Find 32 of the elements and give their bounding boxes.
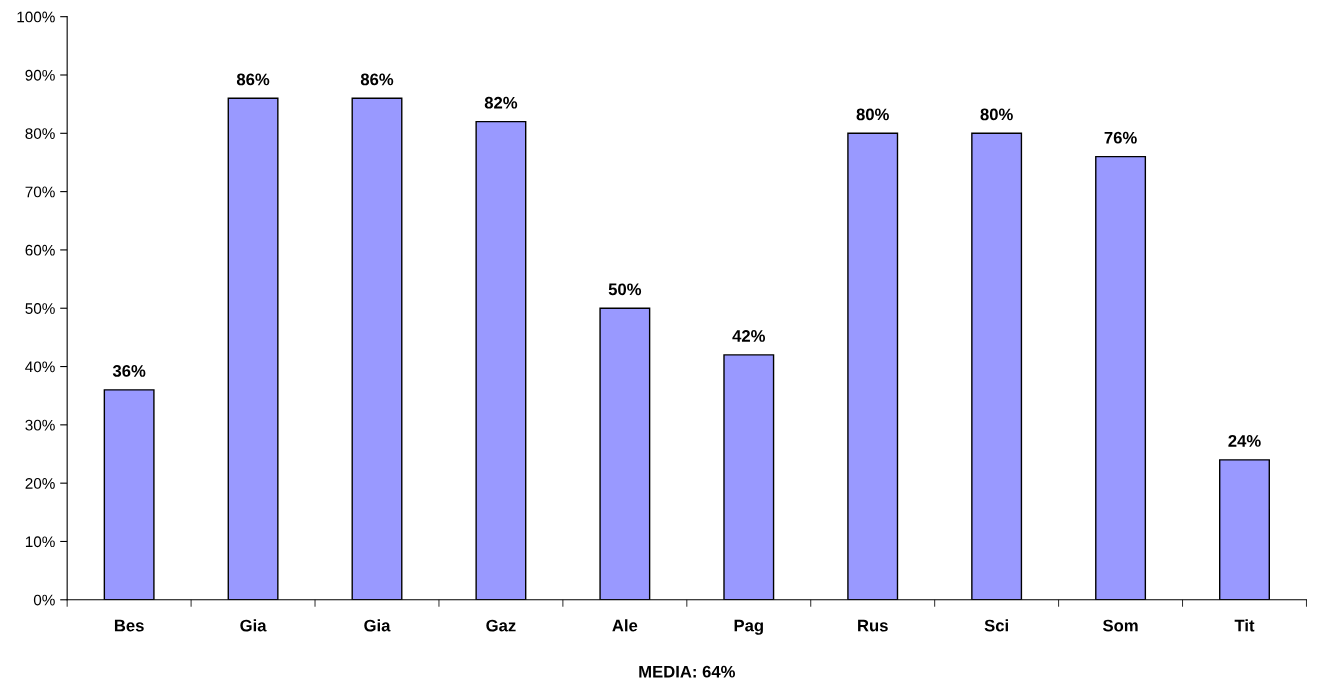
data-label: 50% [608, 283, 642, 296]
data-label: 86% [236, 73, 270, 86]
y-tick-label: 10% [25, 536, 55, 548]
data-label: 24% [1228, 435, 1261, 447]
x-tick-label: Som [1102, 619, 1138, 632]
y-tick-label: 50% [25, 303, 55, 314]
data-label: 76% [1104, 131, 1137, 144]
data-label: 36% [112, 365, 146, 377]
x-tick-label: Rus [858, 619, 888, 632]
y-tick-label: 60% [25, 244, 55, 256]
y-tick-label: 0% [33, 594, 55, 606]
x-tick-label: Pag [734, 619, 763, 635]
data-label: 80% [980, 108, 1013, 121]
x-axis-title: MEDIA: 64% [639, 665, 735, 678]
y-tick-label: 30% [25, 419, 55, 431]
x-tick-label: Ale [612, 619, 638, 632]
x-tick-label: Gia [364, 619, 391, 632]
x-tick-label: Gaz [486, 619, 516, 632]
y-tick-label: 100% [17, 11, 55, 23]
y-tick-label: 90% [25, 69, 55, 81]
data-label: 42% [732, 330, 766, 342]
y-tick-label: 20% [25, 478, 55, 489]
x-tick-label: Gia [240, 619, 267, 632]
data-label: 86% [360, 73, 394, 86]
x-tick-label: Sci [984, 619, 1008, 632]
y-tick-label: 40% [25, 361, 55, 373]
y-tick-label: 80% [25, 128, 55, 139]
data-label: 82% [484, 96, 518, 109]
y-tick-label: 70% [25, 186, 55, 198]
x-tick-label: Tit [1234, 619, 1255, 632]
data-label: 80% [856, 108, 889, 121]
x-tick-label: Bes [114, 619, 144, 632]
